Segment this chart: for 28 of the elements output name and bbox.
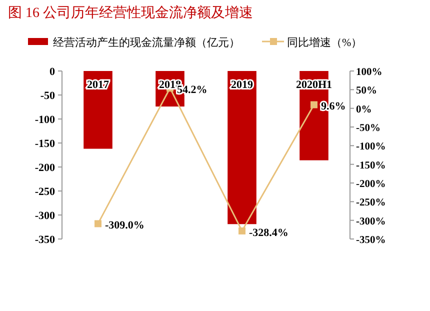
data-label: -309.0%	[105, 220, 144, 232]
chart-title: 图 16 公司历年经营性现金流净额及增速	[8, 5, 253, 21]
legend-label: 同比增速（%）	[287, 36, 362, 49]
y2-tick-label: -150%	[356, 160, 386, 172]
y-tick-label: -100	[34, 114, 56, 126]
y-tick-label: -250	[34, 186, 56, 198]
y-tick-label: -350	[34, 234, 56, 246]
y2-tick-label: 0%	[356, 104, 372, 116]
y2-tick-label: -250%	[356, 198, 386, 209]
y-tick-label: -150	[34, 138, 56, 150]
y2-tick-label: -100%	[356, 142, 386, 153]
y2-tick-label: 100%	[356, 67, 382, 78]
y2-tick-label: -50%	[356, 123, 380, 134]
y2-tick-label: -200%	[356, 179, 386, 190]
y-tick-label: -200	[34, 162, 56, 174]
data-label: -328.4%	[249, 226, 288, 239]
y-tick-label: -50	[40, 90, 56, 102]
point	[94, 220, 102, 228]
y-tick-label: -300	[34, 210, 56, 222]
y2-tick-label: 50%	[356, 86, 377, 97]
point	[238, 227, 246, 234]
y-tick-label: 0	[50, 66, 56, 78]
y2-tick-label: -300%	[356, 216, 386, 228]
y2-tick-label: -350%	[356, 235, 386, 246]
x-tick-label: 2019	[231, 79, 254, 91]
x-tick-label: 2017	[87, 79, 110, 91]
point	[310, 101, 318, 108]
legend-label: 经营活动产生的现金流量净额（亿元）	[53, 36, 240, 49]
